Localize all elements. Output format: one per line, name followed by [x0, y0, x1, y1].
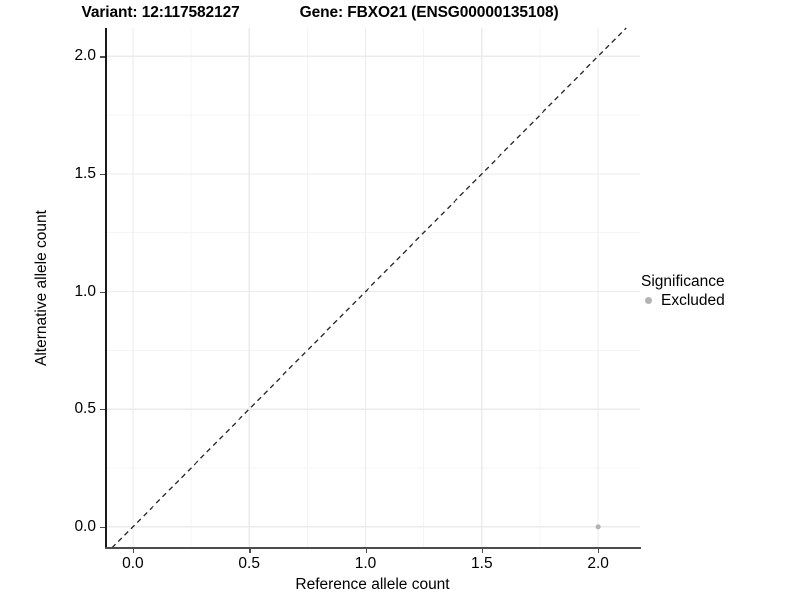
chart-title-row: Variant: 12:117582127 Gene: FBXO21 (ENSG…: [0, 4, 640, 22]
x-axis-label: Reference allele count: [295, 576, 450, 593]
legend-entries: Excluded: [641, 291, 799, 310]
x-tick: [249, 548, 251, 553]
data-layer: [111, 27, 627, 549]
data-point[interactable]: [595, 524, 601, 530]
variant-title: Variant: 12:117582127: [81, 4, 240, 21]
x-tick: [481, 548, 484, 553]
x-axis-line: [105, 547, 641, 549]
plot-panel: [105, 27, 640, 549]
x-tick-label: 1.0: [354, 555, 377, 572]
y-tick-label: 1.0: [74, 282, 96, 300]
x-tick: [132, 548, 135, 553]
y-tick: [100, 291, 105, 293]
x-tick: [598, 548, 600, 553]
y-tick: [100, 56, 105, 58]
y-axis-line: [105, 28, 107, 549]
y-tick: [100, 173, 105, 176]
y-tick: [100, 526, 105, 529]
x-tick-label: 0.5: [238, 555, 260, 572]
y-tick: [100, 409, 105, 411]
y-tick-label: 0.5: [74, 400, 96, 418]
x-tick-label: 0.0: [122, 555, 144, 572]
y-tick-label: 0.0: [74, 517, 96, 535]
legend-item-label: Excluded: [661, 292, 725, 309]
legend-title: Significance: [641, 273, 725, 290]
legend-marker-icon: [641, 297, 655, 304]
y-tick-label: 2.0: [74, 47, 96, 65]
gene-title: Gene: FBXO21 (ENSG00000135108): [299, 4, 559, 21]
legend-item-excluded[interactable]: Excluded: [641, 291, 799, 310]
x-tick: [365, 548, 367, 553]
grid-layer: [105, 28, 640, 548]
x-tick-label: 1.5: [471, 555, 493, 572]
y-axis-label: Alternative allele count: [33, 210, 50, 366]
x-tick-label: 2.0: [587, 555, 609, 572]
legend: Significance Excluded: [641, 272, 799, 310]
y-tick-label: 1.5: [74, 164, 96, 182]
